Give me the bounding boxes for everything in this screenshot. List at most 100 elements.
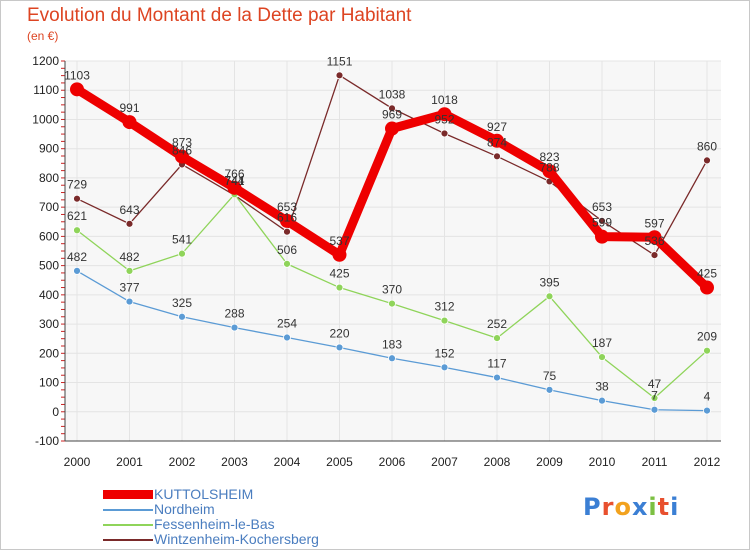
x-tick-label: 2008 xyxy=(484,455,511,469)
x-tick-label: 2006 xyxy=(379,455,406,469)
data-label: 873 xyxy=(172,136,192,150)
data-point xyxy=(545,292,554,301)
data-label: 1018 xyxy=(431,93,458,107)
data-label: 4 xyxy=(704,390,711,404)
data-label: 969 xyxy=(382,108,402,122)
data-point xyxy=(175,149,189,164)
data-point xyxy=(440,363,449,372)
data-point xyxy=(437,107,452,122)
unit-label: (en €) xyxy=(27,29,59,43)
data-point xyxy=(647,230,662,245)
data-label: 117 xyxy=(487,357,506,371)
data-point xyxy=(125,219,134,228)
data-point xyxy=(280,213,294,228)
x-tick-label: 2012 xyxy=(694,455,721,469)
logo-letter: r xyxy=(601,493,615,521)
data-point xyxy=(227,180,242,195)
data-point xyxy=(73,266,81,275)
x-tick-label: 2011 xyxy=(642,455,668,469)
data-point xyxy=(335,71,344,80)
data-point xyxy=(703,406,711,415)
data-label: 395 xyxy=(539,275,559,289)
data-label: 537 xyxy=(329,234,349,248)
data-point xyxy=(385,121,399,136)
y-tick-label: 0 xyxy=(52,405,59,419)
data-point xyxy=(598,353,606,362)
data-label: 788 xyxy=(539,160,559,174)
data-label: 482 xyxy=(67,250,87,264)
data-point xyxy=(230,323,239,332)
x-tick-label: 2003 xyxy=(221,455,248,469)
data-label: 288 xyxy=(224,307,244,321)
data-label: 220 xyxy=(329,326,349,340)
data-label: 653 xyxy=(592,200,612,214)
data-point xyxy=(703,346,711,355)
data-point xyxy=(545,385,554,394)
y-tick-label: 400 xyxy=(39,288,59,302)
legend-label: KUTTOLSHEIM xyxy=(154,486,254,502)
data-point xyxy=(493,373,501,382)
data-label: 766 xyxy=(224,167,244,181)
legend-swatch xyxy=(103,509,153,511)
data-label: 152 xyxy=(434,346,454,360)
data-point xyxy=(595,229,609,244)
data-point xyxy=(598,396,606,405)
data-point xyxy=(650,405,659,414)
logo-letter: i xyxy=(648,493,658,521)
data-label: 991 xyxy=(119,101,139,115)
data-point xyxy=(542,164,557,179)
legend-swatch xyxy=(103,539,153,541)
x-tick-label: 2007 xyxy=(431,455,458,469)
data-label: 744 xyxy=(224,173,244,187)
y-tick-label: -100 xyxy=(35,434,59,448)
data-point xyxy=(178,249,186,258)
data-label: 846 xyxy=(172,143,192,157)
y-tick-label: 900 xyxy=(39,142,59,156)
data-label: 254 xyxy=(277,317,297,331)
data-label: 252 xyxy=(487,317,507,331)
x-tick-label: 2000 xyxy=(64,455,91,469)
data-label: 927 xyxy=(487,120,507,134)
data-label: 599 xyxy=(592,216,612,230)
legend-label: Nordheim xyxy=(154,501,215,517)
data-label: 506 xyxy=(277,243,297,257)
data-label: 621 xyxy=(67,209,87,223)
data-point xyxy=(388,299,396,308)
data-point xyxy=(332,247,347,262)
data-point xyxy=(388,104,396,113)
data-point xyxy=(178,312,186,321)
y-tick-label: 200 xyxy=(39,346,59,360)
x-tick-label: 2010 xyxy=(589,455,616,469)
data-point xyxy=(388,354,396,363)
data-label: 38 xyxy=(595,380,609,394)
data-label: 75 xyxy=(543,369,557,383)
data-point xyxy=(125,266,134,275)
logo-letter: t xyxy=(657,493,671,521)
data-point xyxy=(335,343,344,352)
data-label: 47 xyxy=(648,377,662,391)
data-label: 377 xyxy=(119,281,139,295)
data-label: 741 xyxy=(224,174,244,188)
y-tick-label: 1100 xyxy=(33,83,59,97)
logo-letter: P xyxy=(583,493,602,521)
data-label: 325 xyxy=(172,296,192,310)
data-label: 536 xyxy=(644,234,664,248)
data-point xyxy=(335,283,344,292)
legend-swatch xyxy=(103,524,153,526)
data-point xyxy=(440,316,449,325)
y-tick-label: 300 xyxy=(39,317,59,331)
data-label: 729 xyxy=(67,178,87,192)
data-label: 653 xyxy=(277,200,297,214)
logo-letter: x xyxy=(631,493,649,521)
data-point xyxy=(650,394,659,402)
data-point xyxy=(490,133,504,148)
data-label: 312 xyxy=(434,300,454,314)
data-label: 425 xyxy=(697,267,717,281)
data-point xyxy=(283,259,291,268)
data-label: 482 xyxy=(119,250,139,264)
data-label: 209 xyxy=(697,330,717,344)
data-point xyxy=(122,115,137,130)
data-label: 874 xyxy=(487,135,507,149)
data-label: 597 xyxy=(644,216,664,230)
data-label: 425 xyxy=(329,267,349,281)
